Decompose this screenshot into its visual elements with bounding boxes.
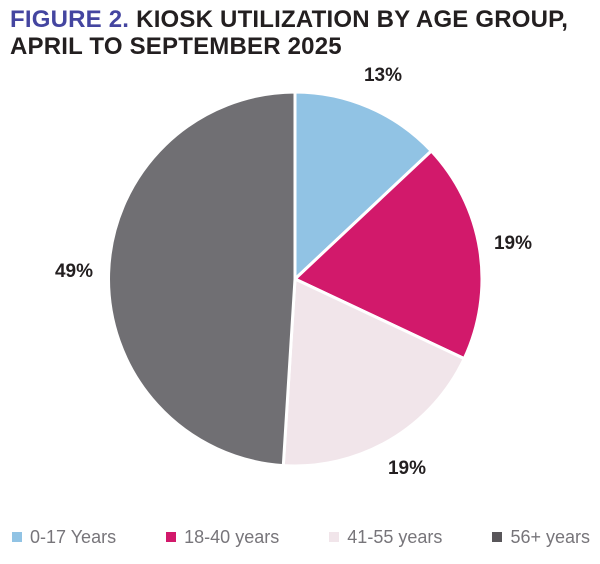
slice-value-label-56+-years: 49% bbox=[54, 261, 94, 282]
chart-legend: 0-17 Years 18-40 years 41-55 years 56+ year… bbox=[12, 524, 590, 550]
pie-slice-56+-years bbox=[107, 90, 297, 468]
figure-number: FIGURE 2. bbox=[10, 6, 130, 33]
figure-heading-line1: KIOSK UTILIZATION BY AGE GROUP, bbox=[136, 6, 569, 33]
slice-value-label-0-17-years: 13% bbox=[363, 65, 403, 86]
legend-label: 41-55 years bbox=[347, 526, 443, 547]
pie-slice-18-40-years bbox=[293, 149, 484, 361]
pie-slice-41-55-years bbox=[281, 277, 466, 468]
legend-swatch-icon bbox=[12, 532, 22, 542]
figure-title-line1: FIGURE 2. KIOSK UTILIZATION BY AGE GROUP, bbox=[10, 6, 568, 33]
figure-heading-line2: APRIL TO SEPTEMBER 2025 bbox=[10, 33, 342, 60]
legend-swatch-icon bbox=[492, 532, 503, 542]
pie-slice-0-17-years bbox=[293, 90, 433, 281]
legend-label: 56+ years bbox=[510, 526, 590, 547]
slice-value-label-18-40-years: 19% bbox=[493, 233, 533, 254]
figure-title: FIGURE 2. KIOSK UTILIZATION BY AGE GROUP,… bbox=[10, 6, 568, 60]
legend-swatch-icon bbox=[329, 532, 340, 542]
legend-item-56+-years: 56+ years bbox=[492, 527, 590, 548]
legend-label: 18-40 years bbox=[184, 526, 280, 547]
legend-swatch-icon bbox=[166, 532, 177, 542]
legend-label: 0-17 Years bbox=[30, 526, 117, 547]
legend-item-41-55-years: 41-55 years bbox=[329, 527, 442, 548]
legend-item-0-17-years: 0-17 Years bbox=[12, 527, 116, 548]
legend-item-18-40-years: 18-40 years bbox=[166, 527, 279, 548]
slice-value-label-41-55-years: 19% bbox=[387, 458, 427, 479]
